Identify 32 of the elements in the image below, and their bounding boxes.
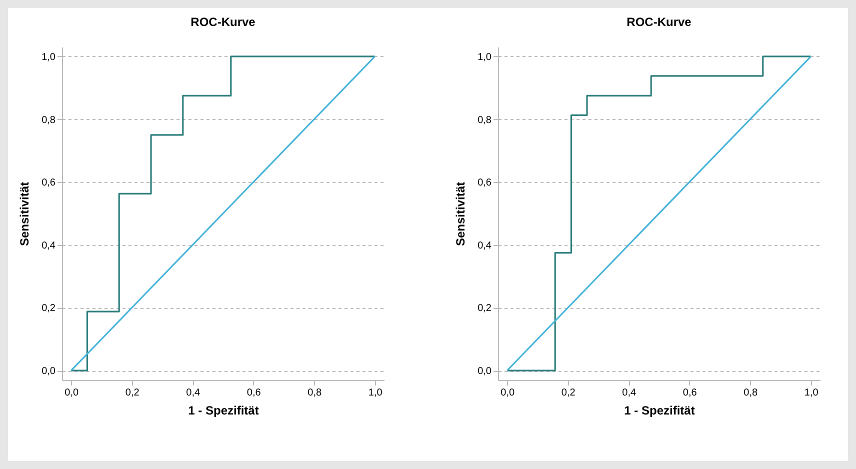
x-tick-label: 1,0 [804, 388, 819, 398]
y-tick-label: 0,2 [42, 303, 56, 314]
y-tick-label: 0,0 [478, 366, 492, 378]
x-tick-label: 0,2 [561, 388, 576, 398]
x-axis-title: 1 - Spezifität [624, 404, 695, 418]
y-axis-title: Sensitivität [18, 182, 32, 246]
y-tick-label: 0,4 [478, 240, 492, 252]
y-tick-label: 0,4 [42, 240, 56, 252]
chart-title: ROC-Kurve [190, 15, 256, 29]
line-series [70, 56, 376, 372]
x-tick-label: 0,6 [246, 388, 262, 398]
chart-title: ROC-Kurve [626, 15, 692, 29]
x-tick-label: 0,4 [622, 388, 637, 398]
y-tick-label: 0,8 [42, 114, 56, 126]
y-tick-label: 0,6 [478, 178, 492, 189]
x-axis-title: 1 - Spezifität [188, 404, 259, 418]
y-tick-label: 0,0 [42, 366, 56, 378]
x-tick-label: 1,0 [368, 388, 383, 398]
x-tick-label: 0,0 [64, 388, 79, 398]
x-tick-label: 0,4 [186, 388, 201, 398]
x-tick-label: 0,8 [308, 388, 322, 398]
y-tick-label: 0,8 [478, 114, 492, 126]
y-tick-label: 1,0 [42, 52, 56, 63]
x-tick-label: 0,6 [682, 388, 698, 398]
x-tick-label: 0,0 [500, 388, 515, 398]
y-axis-title: Sensitivität [454, 182, 468, 246]
line-series [506, 56, 812, 372]
y-tick-label: 0,6 [42, 178, 56, 189]
x-tick-label: 0,2 [125, 388, 140, 398]
y-tick-label: 1,0 [478, 52, 492, 63]
y-tick-label: 0,2 [478, 303, 492, 314]
x-tick-label: 0,8 [744, 388, 758, 398]
